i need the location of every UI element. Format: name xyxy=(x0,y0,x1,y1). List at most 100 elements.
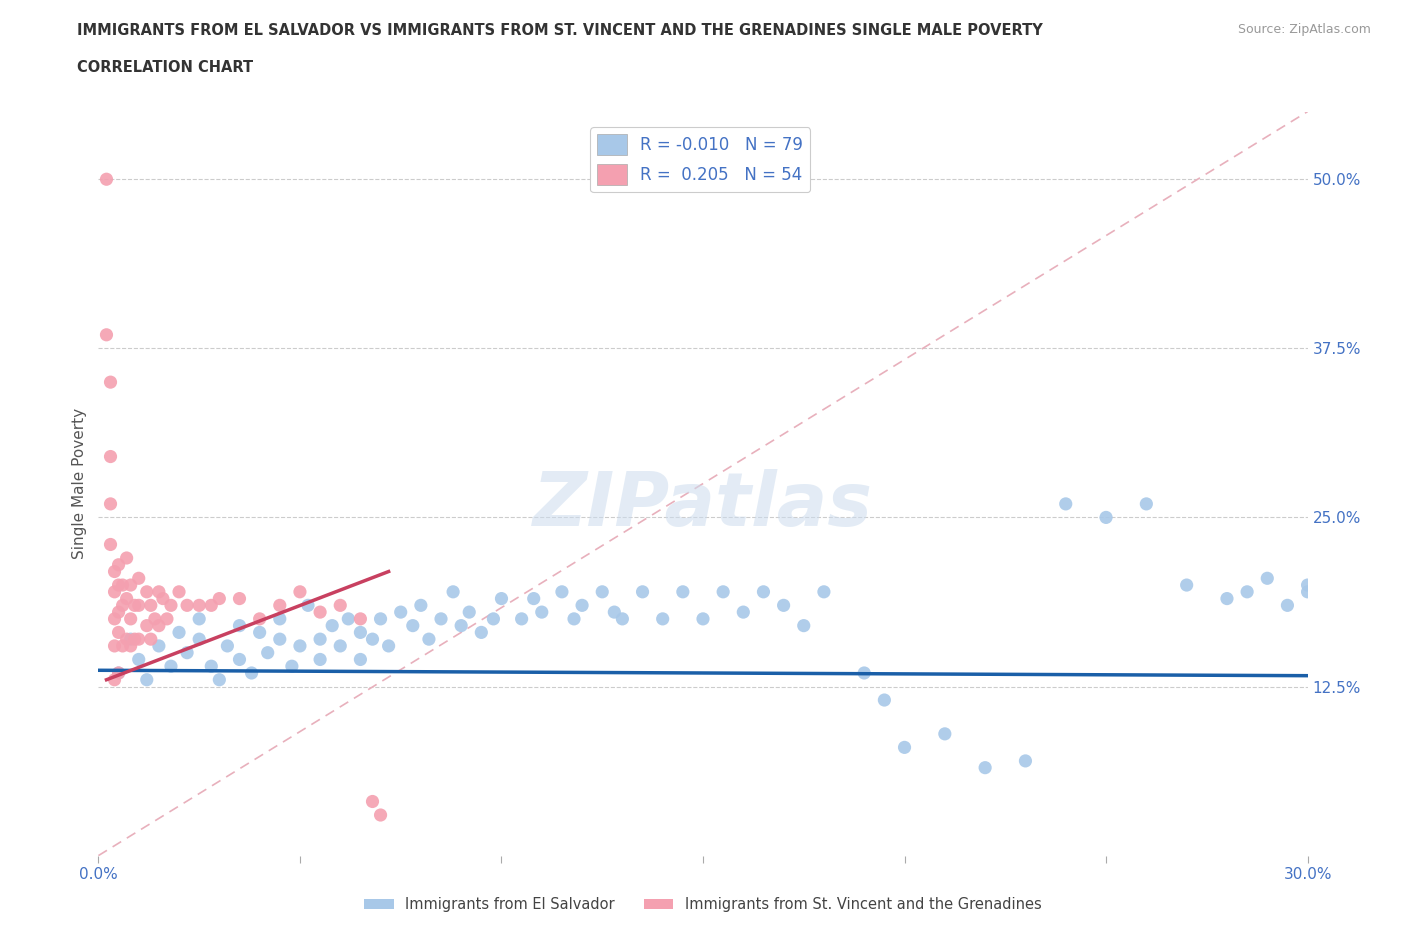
Point xyxy=(107,625,129,640)
Point xyxy=(591,584,613,599)
Point xyxy=(115,551,138,565)
Point xyxy=(297,598,319,613)
Point xyxy=(288,639,311,654)
Point xyxy=(200,598,222,613)
Point xyxy=(1216,591,1239,606)
Point xyxy=(139,631,162,646)
Point xyxy=(100,497,122,512)
Point xyxy=(103,672,125,687)
Point xyxy=(603,604,626,619)
Point xyxy=(651,611,673,626)
Point xyxy=(349,611,371,626)
Point xyxy=(120,631,142,646)
Legend: R = -0.010   N = 79, R =  0.205   N = 54: R = -0.010 N = 79, R = 0.205 N = 54 xyxy=(591,127,810,192)
Point xyxy=(107,578,129,592)
Point xyxy=(120,578,142,592)
Point xyxy=(228,652,250,667)
Point xyxy=(389,604,412,619)
Point xyxy=(470,625,492,640)
Point xyxy=(188,598,211,613)
Point xyxy=(128,631,150,646)
Point xyxy=(329,639,352,654)
Point xyxy=(240,666,263,681)
Point xyxy=(1236,584,1258,599)
Point xyxy=(1296,584,1319,599)
Point xyxy=(269,611,291,626)
Point xyxy=(934,726,956,741)
Point xyxy=(143,611,166,626)
Point xyxy=(249,625,271,640)
Point xyxy=(793,618,815,633)
Point xyxy=(228,591,250,606)
Point xyxy=(107,557,129,572)
Point xyxy=(370,807,392,822)
Point xyxy=(361,794,384,809)
Point xyxy=(491,591,513,606)
Point xyxy=(148,618,170,633)
Point xyxy=(208,591,231,606)
Point xyxy=(152,591,174,606)
Point xyxy=(430,611,453,626)
Point xyxy=(281,658,304,673)
Point xyxy=(96,327,118,342)
Point xyxy=(309,652,332,667)
Point xyxy=(200,658,222,673)
Point xyxy=(571,598,593,613)
Point xyxy=(733,604,755,619)
Point xyxy=(441,584,464,599)
Point xyxy=(1175,578,1198,592)
Point xyxy=(418,631,440,646)
Text: IMMIGRANTS FROM EL SALVADOR VS IMMIGRANTS FROM ST. VINCENT AND THE GRENADINES SI: IMMIGRANTS FROM EL SALVADOR VS IMMIGRANT… xyxy=(77,23,1043,38)
Point xyxy=(107,666,129,681)
Point xyxy=(167,625,190,640)
Point xyxy=(458,604,481,619)
Point xyxy=(249,611,271,626)
Point xyxy=(107,666,129,681)
Point xyxy=(1095,510,1118,525)
Point xyxy=(188,631,211,646)
Point xyxy=(752,584,775,599)
Point xyxy=(139,598,162,613)
Y-axis label: Single Male Poverty: Single Male Poverty xyxy=(72,408,87,559)
Point xyxy=(349,652,371,667)
Point xyxy=(176,598,198,613)
Point xyxy=(103,584,125,599)
Point xyxy=(100,375,122,390)
Point xyxy=(176,645,198,660)
Point xyxy=(361,631,384,646)
Text: CORRELATION CHART: CORRELATION CHART xyxy=(77,60,253,75)
Point xyxy=(256,645,278,660)
Point xyxy=(523,591,546,606)
Point xyxy=(228,618,250,633)
Point xyxy=(551,584,574,599)
Point xyxy=(612,611,634,626)
Point xyxy=(269,631,291,646)
Point xyxy=(103,611,125,626)
Point xyxy=(160,598,183,613)
Point xyxy=(100,537,122,551)
Point xyxy=(974,760,997,775)
Point xyxy=(873,693,896,708)
Point xyxy=(402,618,425,633)
Point xyxy=(148,639,170,654)
Point xyxy=(1014,753,1036,768)
Point xyxy=(111,598,134,613)
Text: ZIPatlas: ZIPatlas xyxy=(533,470,873,542)
Point xyxy=(103,565,125,579)
Point xyxy=(1277,598,1299,613)
Point xyxy=(167,584,190,599)
Point xyxy=(111,578,134,592)
Point xyxy=(124,598,146,613)
Point xyxy=(1256,571,1278,586)
Point xyxy=(96,172,118,187)
Point xyxy=(309,604,332,619)
Point xyxy=(450,618,472,633)
Point xyxy=(135,672,157,687)
Point xyxy=(128,652,150,667)
Point xyxy=(288,584,311,599)
Point xyxy=(148,584,170,599)
Point xyxy=(1054,497,1077,512)
Point xyxy=(377,639,399,654)
Point xyxy=(337,611,360,626)
Point xyxy=(853,666,876,681)
